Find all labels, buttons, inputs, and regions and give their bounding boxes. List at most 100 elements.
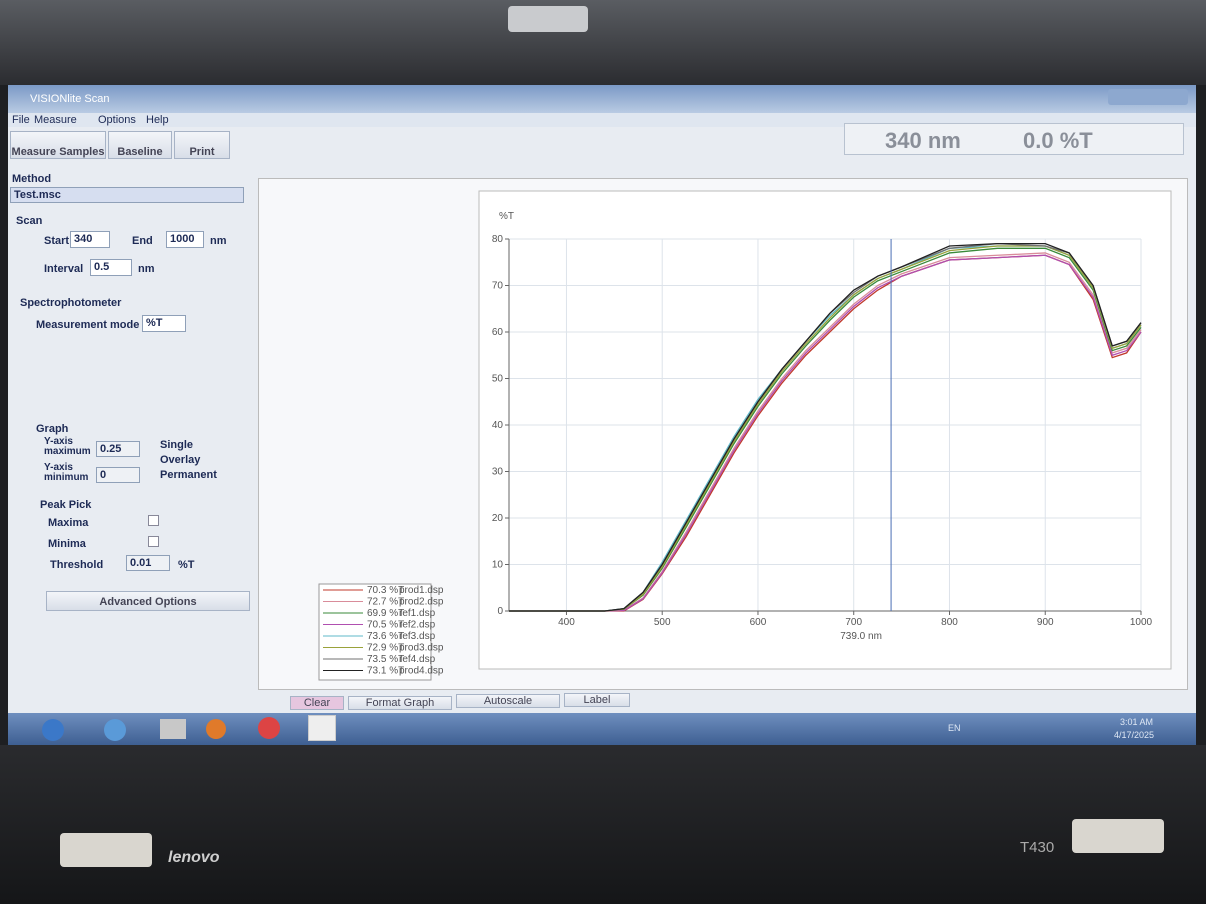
ymax-label: Y-axis maximum	[44, 436, 91, 457]
cursor-label: 739.0 nm	[840, 631, 882, 642]
toolbar-button[interactable]: Print	[174, 131, 230, 159]
legend-name: ref2.dsp	[399, 620, 436, 631]
x-tick-label: 700	[845, 617, 862, 628]
end-label: End	[132, 235, 153, 247]
checkbox[interactable]	[148, 536, 159, 547]
status-wavelength: 340 nm	[885, 128, 961, 153]
threshold-input[interactable]: 0.01	[126, 555, 170, 571]
x-tick-label: 800	[941, 617, 958, 628]
checkbox[interactable]	[148, 515, 159, 526]
lid-top	[0, 0, 1206, 85]
minima-label: Minima	[48, 538, 86, 550]
toolbar-button[interactable]: Baseline	[108, 131, 172, 159]
legend-name: ref1.dsp	[399, 608, 436, 619]
y-tick-label: 40	[492, 420, 504, 431]
interval-select[interactable]: 0.5	[90, 259, 132, 276]
spectrum-line	[509, 247, 1142, 612]
taskbar-icon[interactable]	[206, 719, 226, 739]
legend-name: prod4.dsp	[399, 666, 444, 677]
menu-item[interactable]: File	[12, 114, 30, 126]
clock-date: 4/17/2025	[1114, 730, 1155, 740]
legend-readout: 73.5 %T	[367, 654, 404, 665]
y-tick-label: 60	[492, 327, 504, 338]
model: T430	[1020, 839, 1055, 856]
unit: nm	[210, 235, 227, 247]
mode-value: %T	[146, 317, 163, 329]
laptop-base: lenovo T430	[0, 745, 1206, 904]
ymax-value: 0.25	[100, 443, 122, 455]
scan-heading: Scan	[16, 215, 43, 227]
y-tick-label: 20	[492, 513, 504, 524]
toolbar-button[interactable]: Measure Samples	[10, 131, 106, 159]
start-button[interactable]	[42, 719, 64, 741]
taskbar-icon[interactable]	[104, 719, 126, 741]
clock-time: 3:01 AM	[1120, 717, 1154, 727]
webcam	[508, 6, 588, 32]
hinge	[1072, 819, 1164, 853]
graph-button[interactable]: Clear	[290, 696, 344, 710]
radio-option[interactable]: Single	[160, 439, 194, 451]
toolbar-label: Print	[189, 146, 215, 158]
radio-option[interactable]: Overlay	[160, 454, 201, 466]
ymin-input[interactable]: 0	[96, 467, 140, 483]
graph-button[interactable]: Label	[564, 693, 630, 707]
legend-readout: 69.9 %T	[367, 608, 404, 619]
method-select[interactable]: Test.msc	[10, 187, 244, 203]
legend-readout: 70.5 %T	[367, 620, 404, 631]
hinge	[60, 833, 152, 867]
graph-button-label: Format Graph	[365, 697, 435, 709]
spectro-heading: Spectrophotometer	[20, 297, 122, 309]
graph-panel: %T 0 10 20 30 40 50 60 70 80 400 500 600 700 800 900 10…	[258, 178, 1188, 690]
menu-item[interactable]: Measure	[34, 114, 77, 126]
legend-readout: 72.9 %T	[367, 643, 404, 654]
graph-button-label: Label	[583, 694, 611, 706]
advanced-label: Advanced Options	[99, 596, 197, 608]
maxima-label: Maxima	[48, 517, 89, 529]
spectrum-line	[509, 252, 1142, 612]
brand: lenovo	[168, 849, 220, 866]
legend-readout: 73.1 %T	[367, 666, 404, 677]
x-tick-label: 1000	[1130, 617, 1153, 628]
taskbar-icon[interactable]	[308, 715, 336, 741]
status-readout: 340 nm 0.0 %T	[844, 123, 1184, 155]
interval-unit: nm	[138, 263, 155, 275]
y-tick-label: 70	[492, 281, 504, 292]
menu-item[interactable]: Help	[146, 114, 169, 126]
start-input[interactable]: 340	[70, 231, 110, 248]
peak-heading: Peak Pick	[40, 499, 92, 511]
y-tick-label: 30	[492, 467, 504, 478]
legend-box	[318, 583, 432, 681]
threshold-value: 0.01	[130, 557, 152, 569]
method-heading: Method	[12, 173, 52, 185]
threshold-unit: %T	[178, 559, 195, 571]
legend-readout: 72.7 %T	[367, 597, 404, 608]
ymax-input[interactable]: 0.25	[96, 441, 140, 457]
taskbar-icon[interactable]	[160, 719, 186, 739]
x-tick-label: 900	[1037, 617, 1054, 628]
graph-heading: Graph	[36, 423, 69, 435]
legend-name: prod2.dsp	[399, 597, 444, 608]
y-tick-label: 10	[492, 560, 504, 571]
ymin-value: 0	[100, 469, 107, 481]
taskbar: EN 3:01 AM 4/17/2025	[8, 713, 1196, 745]
window-controls[interactable]	[1108, 89, 1188, 105]
menu-item[interactable]: Options	[98, 114, 136, 126]
title-bar: VISIONlite Scan	[8, 85, 1196, 113]
advanced-button[interactable]: Advanced Options	[46, 591, 250, 611]
language: EN	[948, 723, 961, 733]
mode-select[interactable]: %T	[142, 315, 186, 332]
graph-button[interactable]: Format Graph	[348, 696, 452, 710]
y-tick-label: 80	[492, 234, 504, 245]
radio-option[interactable]: Permanent	[160, 469, 217, 481]
taskbar-icon[interactable]	[258, 717, 280, 739]
spectrum-line	[509, 254, 1142, 612]
legend-name: prod1.dsp	[399, 585, 444, 596]
end-value: 1000	[170, 233, 195, 245]
x-tick-label: 500	[654, 617, 671, 628]
toolbar-label: Baseline	[117, 146, 163, 158]
mode-label: Measurement mode	[36, 319, 140, 331]
graph-button[interactable]: Autoscale	[456, 694, 560, 708]
graph-button-label: Clear	[303, 697, 331, 709]
end-input[interactable]: 1000	[166, 231, 204, 248]
